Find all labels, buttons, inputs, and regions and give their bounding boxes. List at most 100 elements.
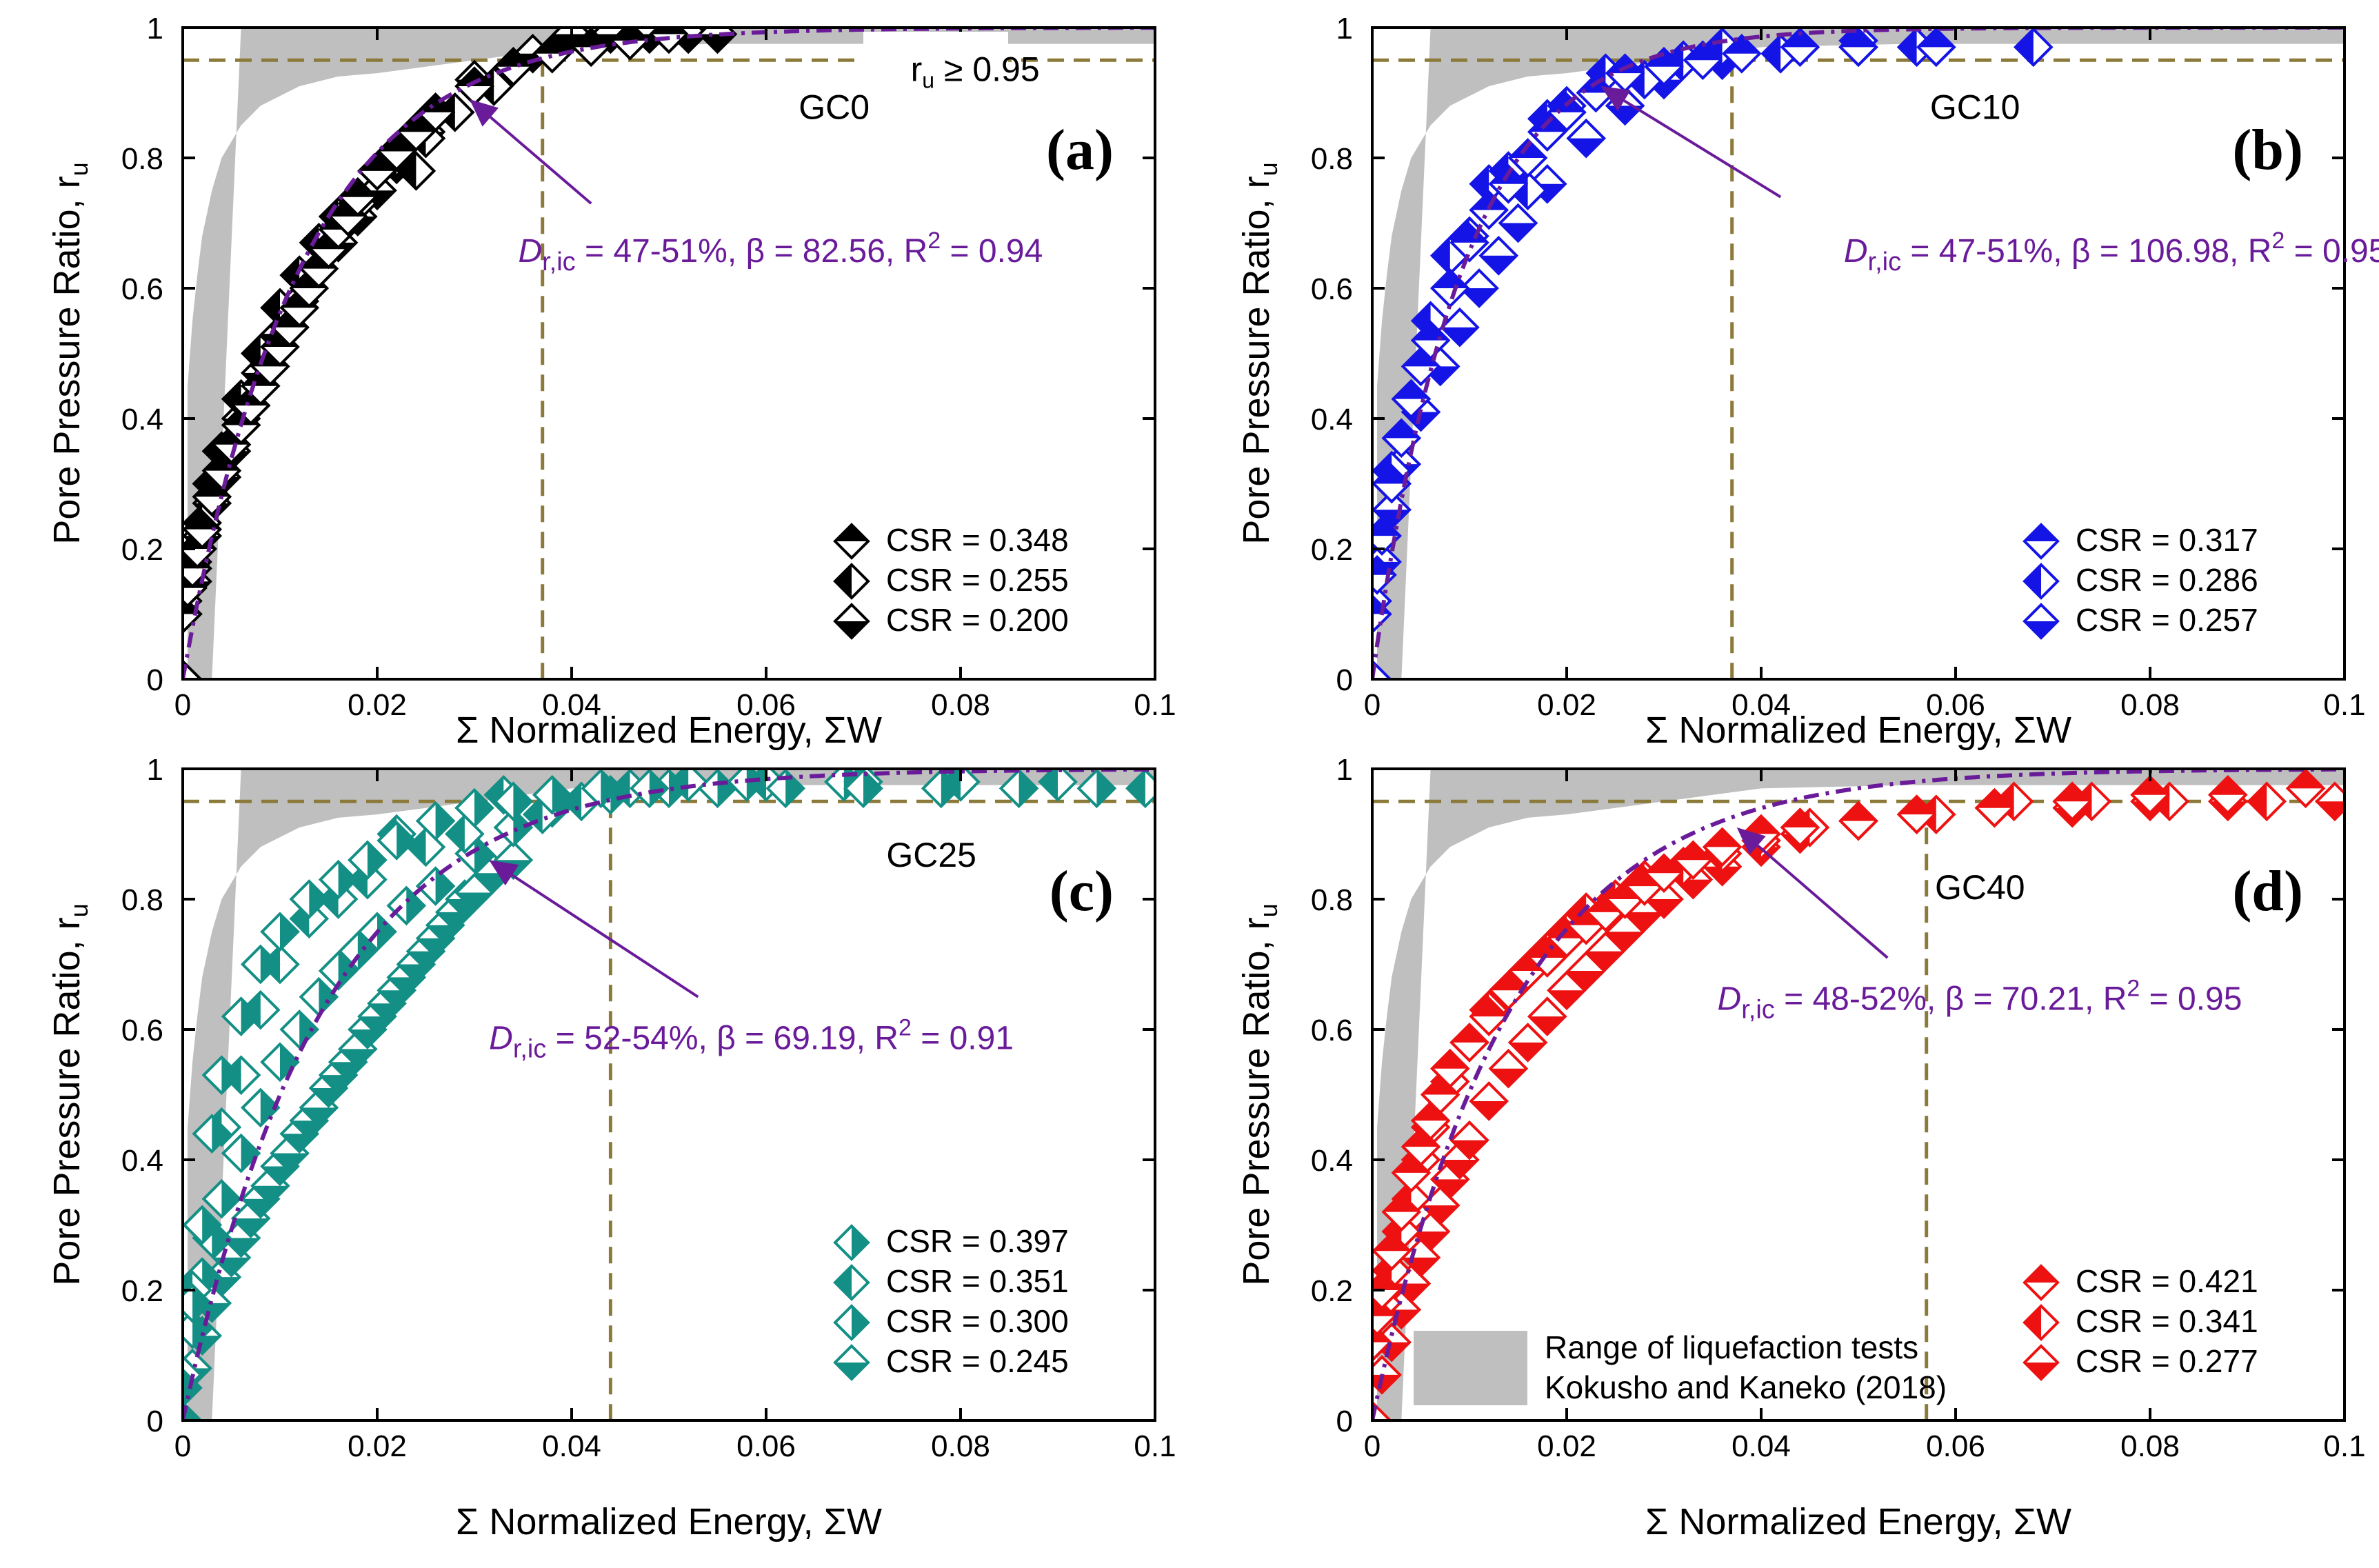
data-point (318, 859, 359, 900)
x-tick-label: 0.02 (1537, 1429, 1596, 1463)
x-tick-label: 0.06 (1926, 1429, 1985, 1463)
data-point (1449, 1023, 1489, 1063)
data-point (1478, 235, 1519, 276)
legend-marker (2022, 1264, 2060, 1301)
legend-marker (2022, 603, 2060, 640)
soil-label: GC0 (799, 88, 870, 126)
x-axis-label: Σ Normalized Energy, ΣW (456, 1501, 882, 1542)
y-tick-label: 0.4 (1311, 403, 1353, 436)
data-point (2013, 28, 2054, 68)
data-point (1381, 1192, 1422, 1232)
data-point (1391, 379, 1432, 419)
data-point (240, 944, 281, 985)
x-tick-label: 0.02 (348, 688, 407, 722)
data-point (1527, 996, 1567, 1036)
data-point (183, 1205, 223, 1245)
y-tick-label: 0.8 (1311, 142, 1353, 176)
data-point (2315, 781, 2345, 822)
legend-marker (833, 563, 870, 600)
liquefaction-range-band (1377, 28, 2345, 679)
data-point (260, 1042, 300, 1083)
data-point (1372, 463, 1412, 504)
x-tick-label: 0.04 (542, 1429, 601, 1463)
data-point (1644, 853, 1684, 894)
fit-arrowhead (1736, 827, 1766, 855)
data-point (1566, 118, 1607, 159)
y-tick-label: 0.8 (121, 142, 163, 176)
threshold-label: ru ≥ 0.95 (911, 50, 1040, 92)
legend-label: CSR = 0.200 (886, 602, 1069, 638)
y-tick-label: 0.6 (1311, 272, 1353, 306)
y-tick-label: 0.6 (1311, 1014, 1353, 1047)
y-tick-label: 0.6 (121, 1014, 163, 1047)
soil-label: GC10 (1930, 88, 2020, 126)
data-point (192, 1114, 232, 1154)
legend-marker (2022, 563, 2060, 600)
data-point (532, 33, 572, 74)
data-point (1838, 801, 1878, 841)
legend-label: CSR = 0.257 (2076, 602, 2258, 638)
panel-letter: (c) (1050, 859, 1114, 923)
data-point (201, 1178, 242, 1219)
panel-gc25: 0 0.02 0.04 0.06 0.08 0.1 0 0.2 0.4 0.6 0.8 1 Σ Norm… (46, 753, 1176, 1542)
fit-arrow (490, 116, 592, 205)
data-point (1585, 931, 1626, 972)
data-point (1721, 33, 1762, 74)
data-point (1507, 138, 1548, 178)
data-point (493, 46, 534, 87)
data-point (299, 976, 339, 1017)
fit-curve (1372, 769, 2345, 1420)
data-point (1974, 787, 2015, 828)
data-point (668, 769, 709, 802)
y-axis-label: Pore Pressure Ratio, ru (1236, 903, 1283, 1285)
data-point (629, 769, 670, 809)
data-point (2247, 781, 2287, 822)
fit-arrow (1756, 844, 1889, 959)
panel-letter: (b) (2232, 118, 2303, 182)
legend-label: CSR = 0.277 (2076, 1343, 2258, 1379)
x-tick-label: 0.06 (736, 688, 796, 722)
plot-frame (1371, 767, 2346, 1422)
data-point (1469, 1081, 1509, 1121)
soil-label: GC25 (886, 836, 976, 874)
data-point (1372, 1270, 1402, 1310)
y-tick-label: 0.2 (121, 1274, 163, 1308)
data-point (1566, 951, 1607, 991)
data-point (1449, 1120, 1489, 1160)
panel-gc10: 0 0.02 0.04 0.06 0.08 0.1 0 0.2 0.4 0.6 0.8 1 Σ Norm… (1236, 12, 2379, 751)
data-point (1780, 807, 1820, 847)
data-point (746, 769, 786, 802)
legend-label: CSR = 0.317 (2076, 522, 2258, 558)
shade-legend-swatch (1414, 1331, 1527, 1405)
data-point (415, 801, 456, 841)
data-point (1076, 769, 1117, 809)
legend-marker (2022, 1344, 2060, 1381)
x-tick-label: 0.04 (1731, 1429, 1791, 1463)
data-point (415, 92, 456, 132)
data-point (998, 769, 1039, 809)
y-tick-label: 0 (147, 1405, 163, 1438)
legend: CSR = 0.317 CSR = 0.286 CSR = 0.257 (2022, 522, 2258, 640)
data-points (1372, 769, 2345, 1420)
x-tick-label: 0.08 (931, 1429, 990, 1463)
x-tick-label: 0 (174, 688, 191, 722)
data-point (337, 931, 378, 972)
y-tick-label: 0.4 (121, 1144, 163, 1178)
legend-label: CSR = 0.255 (886, 562, 1069, 598)
data-point (1469, 996, 1509, 1036)
y-tick-label: 0.2 (1311, 533, 1353, 567)
data-points (183, 28, 738, 679)
y-tick-label: 1 (1336, 12, 1353, 46)
data-point (2130, 774, 2170, 815)
data-point (454, 66, 494, 106)
legend-label: CSR = 0.245 (886, 1343, 1069, 1379)
data-point (2052, 781, 2093, 822)
y-tick-label: 0.2 (121, 533, 163, 567)
data-point (454, 872, 494, 913)
y-tick-label: 0.8 (121, 883, 163, 917)
data-point (493, 781, 534, 822)
data-point (1372, 659, 1392, 679)
legend-label: CSR = 0.300 (886, 1303, 1069, 1339)
plot-frame (181, 26, 1156, 681)
